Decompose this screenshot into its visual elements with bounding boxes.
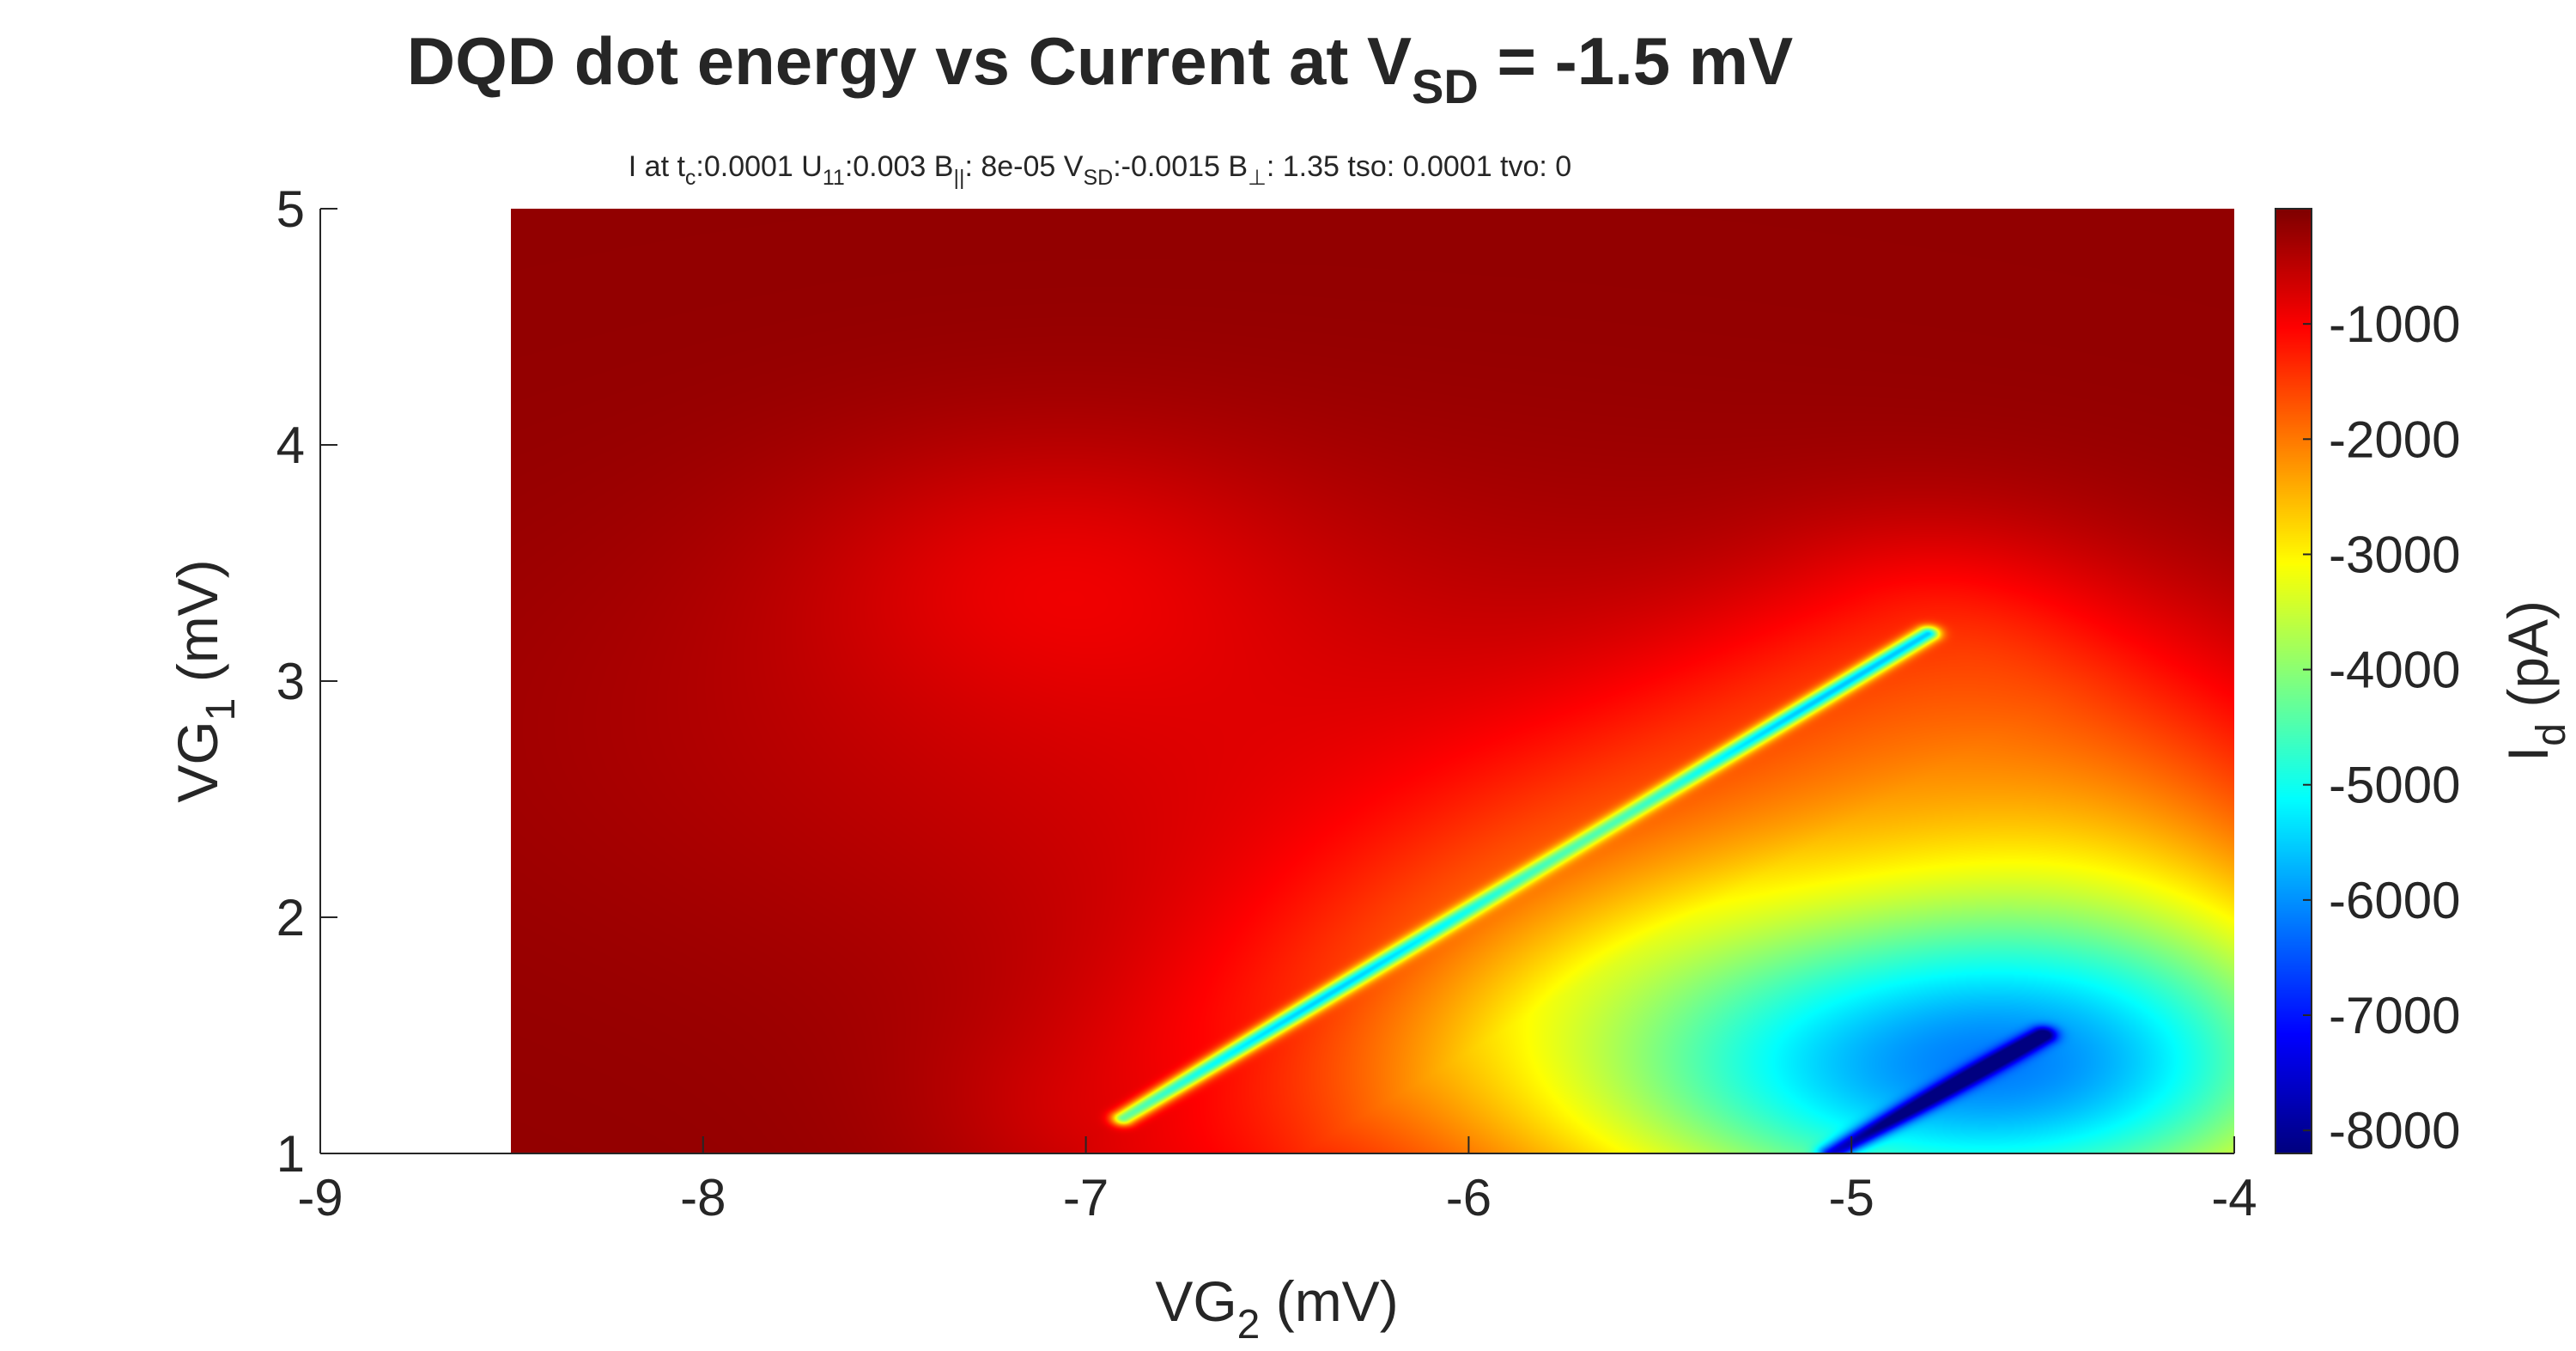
colorbar-tick-label: -6000	[2329, 872, 2460, 929]
y-tick-label: 4	[276, 417, 305, 474]
colorbar-ticks: -1000 -2000 -3000 -4000 -5000 -6000 -7000 -8000	[2303, 295, 2460, 1159]
chart-title: DQD dot energy vs Current at VSD = -1.5 …	[407, 23, 1793, 113]
heatmap-area	[511, 209, 2234, 1153]
x-tick-label: -6	[1446, 1169, 1492, 1226]
colorbar-tick-label: -8000	[2329, 1102, 2460, 1159]
x-tick-label: -5	[1829, 1169, 1874, 1226]
chart-subtitle: I at tc:0.0001 U11:0.003 B||: 8e-05 VSD:…	[629, 150, 1571, 190]
y-tick-label: 3	[276, 653, 305, 710]
colorbar-tick-label: -7000	[2329, 987, 2460, 1044]
y-tick-label: 5	[276, 180, 305, 238]
y-tick-label: 2	[276, 889, 305, 946]
colorbar-tick-label: -3000	[2329, 526, 2460, 583]
y-ticks: 1 2 3 4 5	[276, 180, 337, 1183]
x-tick-label: -9	[297, 1169, 343, 1226]
x-tick-label: -7	[1063, 1169, 1109, 1226]
x-tick-label: -4	[2211, 1169, 2257, 1226]
colorbar-frame	[2275, 208, 2312, 1154]
colorbar-label: Id (pA)	[2496, 600, 2574, 762]
x-tick-label: -8	[680, 1169, 726, 1226]
y-tick-label: 1	[276, 1125, 305, 1183]
colorbar-tick-label: -1000	[2329, 295, 2460, 353]
x-ticks: -9 -8 -7 -6 -5 -4	[297, 1136, 2257, 1226]
x-axis-label: VG2 (mV)	[1155, 1269, 1398, 1348]
colorbar	[2275, 209, 2312, 1153]
colorbar-tick-label: -2000	[2329, 411, 2460, 468]
colorbar-tick-label: -4000	[2329, 642, 2460, 699]
y-axis-label: VG1 (mV)	[166, 559, 244, 802]
colorbar-tick-label: -5000	[2329, 757, 2460, 814]
